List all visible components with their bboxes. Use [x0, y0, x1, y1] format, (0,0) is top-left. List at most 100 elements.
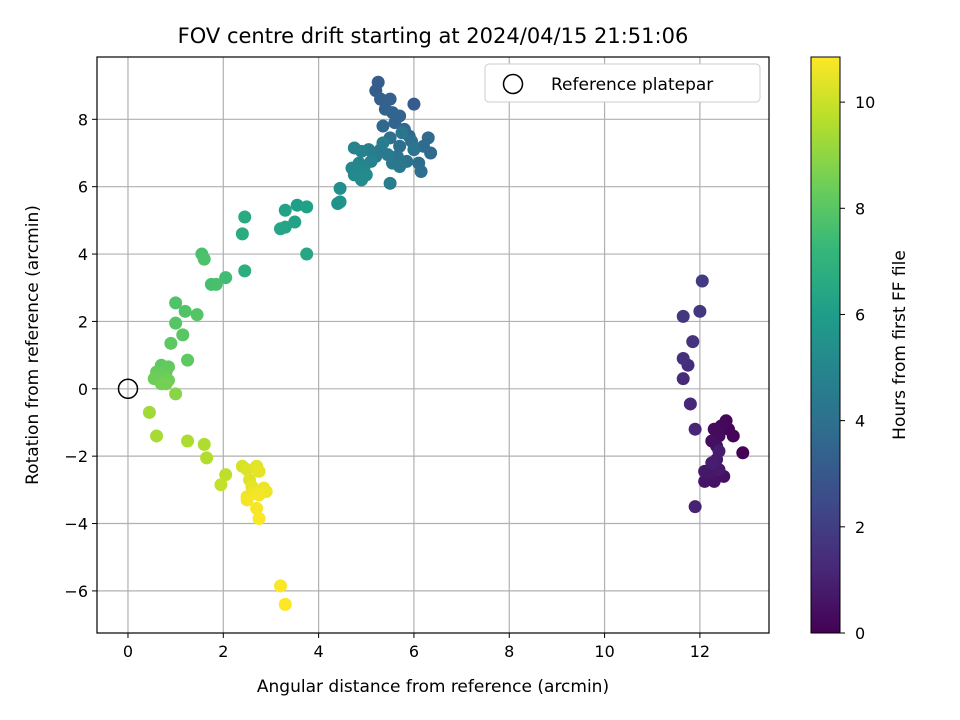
data-point — [252, 464, 266, 478]
data-point — [150, 429, 164, 443]
data-point — [288, 215, 302, 229]
y-axis-label: Rotation from reference (arcmin) — [23, 205, 43, 485]
data-point — [712, 444, 726, 458]
data-point — [693, 304, 707, 318]
x-tick-label: 10 — [594, 642, 614, 661]
data-point — [142, 405, 156, 419]
data-point — [347, 141, 361, 155]
data-point — [181, 353, 195, 367]
x-ticks: 0 2 4 6 8 10 12 — [123, 633, 710, 661]
data-point — [695, 274, 709, 288]
data-point — [169, 316, 183, 330]
data-point — [235, 227, 249, 241]
y-tick-label: 2 — [78, 312, 88, 331]
colorbar-tick-label: 6 — [855, 305, 865, 324]
points-layer — [117, 75, 750, 611]
x-tick-label: 2 — [218, 642, 228, 661]
x-axis-label: Angular distance from reference (arcmin) — [257, 677, 609, 697]
colorbar: 0 2 4 6 8 10 Hours from first FF file — [810, 56, 910, 643]
data-point — [393, 139, 407, 153]
y-tick-label: 8 — [78, 110, 88, 129]
data-point — [176, 328, 190, 342]
data-point — [273, 222, 287, 236]
data-point — [181, 434, 195, 448]
data-point — [273, 579, 287, 593]
data-point — [252, 511, 266, 525]
y-tick-label: 6 — [78, 178, 88, 197]
data-point — [197, 437, 211, 451]
colorbar-tick-label: 4 — [855, 412, 865, 431]
data-point — [300, 247, 314, 261]
data-point — [355, 173, 369, 187]
data-point — [414, 165, 428, 179]
x-tick-label: 12 — [690, 642, 710, 661]
y-tick-label: 4 — [78, 245, 88, 264]
colorbar-label: Hours from first FF file — [890, 250, 910, 440]
data-point — [388, 116, 402, 130]
data-point — [407, 143, 421, 157]
y-tick-label: −2 — [64, 447, 88, 466]
data-point — [331, 197, 345, 211]
data-point — [683, 397, 697, 411]
data-point — [407, 97, 421, 111]
data-point — [676, 351, 690, 365]
reference-marker — [117, 378, 139, 400]
data-point — [250, 501, 264, 515]
data-point — [209, 277, 223, 291]
colorbar-ticks: 0 2 4 6 8 10 — [840, 93, 875, 643]
data-point — [300, 200, 314, 214]
legend: Reference platepar — [484, 63, 761, 103]
x-tick-label: 4 — [314, 642, 324, 661]
x-tick-label: 8 — [504, 642, 514, 661]
data-point — [278, 597, 292, 611]
grid — [97, 57, 769, 633]
colorbar-tick-label: 10 — [855, 93, 875, 112]
colorbar-gradient — [810, 56, 841, 634]
data-point — [705, 456, 719, 470]
data-point — [374, 92, 388, 106]
data-point — [395, 126, 409, 140]
data-point — [169, 296, 183, 310]
chart-title: FOV centre drift starting at 2024/04/15 … — [178, 24, 689, 48]
x-tick-label: 6 — [409, 642, 419, 661]
data-point — [240, 493, 254, 507]
legend-entry-label: Reference platepar — [551, 75, 713, 95]
x-tick-label: 0 — [123, 642, 133, 661]
data-point — [178, 304, 192, 318]
y-tick-label: −6 — [64, 582, 88, 601]
data-point — [190, 308, 204, 322]
y-tick-label: 0 — [78, 380, 88, 399]
data-point — [278, 203, 292, 217]
y-ticks: −6 −4 −2 0 2 4 6 8 — [64, 110, 97, 601]
data-point — [219, 468, 233, 482]
colorbar-tick-label: 8 — [855, 199, 865, 218]
data-point — [238, 264, 252, 278]
y-tick-label: −4 — [64, 515, 88, 534]
data-point — [214, 478, 228, 492]
data-point — [376, 119, 390, 133]
data-point — [252, 488, 266, 502]
colorbar-tick-label: 2 — [855, 518, 865, 537]
data-point — [376, 136, 390, 150]
data-point — [169, 387, 183, 401]
data-point — [238, 210, 252, 224]
data-point — [393, 159, 407, 173]
data-point — [383, 92, 397, 106]
data-point — [686, 335, 700, 349]
data-point — [381, 148, 395, 162]
data-point — [219, 271, 233, 285]
data-point — [159, 377, 173, 391]
data-point — [688, 422, 702, 436]
data-point — [197, 252, 211, 266]
legend-marker — [502, 73, 524, 95]
data-point — [676, 372, 690, 386]
data-point — [333, 181, 347, 195]
data-point — [164, 336, 178, 350]
plot-frame — [96, 56, 770, 634]
data-point — [736, 446, 750, 460]
data-point — [383, 176, 397, 190]
legend-box — [484, 63, 761, 103]
data-point — [200, 451, 214, 465]
data-point — [688, 500, 702, 514]
